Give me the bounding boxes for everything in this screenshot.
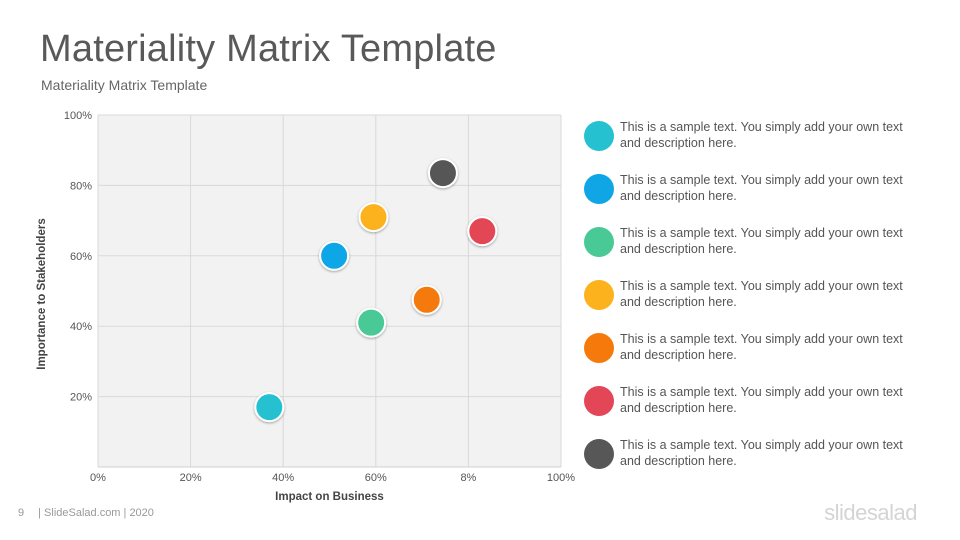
legend-text: This is a sample text. You simply add yo…	[620, 173, 903, 203]
legend-text: This is a sample text. You simply add yo…	[620, 120, 903, 150]
data-point	[427, 158, 458, 189]
legend-text: This is a sample text. You simply add yo…	[620, 438, 903, 468]
data-point	[254, 392, 285, 423]
brand-logo: slidesalad	[824, 500, 917, 525]
x-axis-title: Impact on Business	[275, 491, 384, 503]
legend-dot	[584, 121, 614, 151]
slide-title: Materiality Matrix Template	[40, 28, 497, 70]
legend-item: This is a sample text. You simply add yo…	[584, 276, 914, 329]
x-tick-label: 100%	[547, 472, 575, 484]
grid-lines	[97, 114, 562, 468]
legend-item: This is a sample text. You simply add yo…	[584, 329, 914, 382]
x-tick-label: 60%	[365, 472, 387, 484]
legend-item: This is a sample text. You simply add yo…	[584, 170, 914, 223]
y-axis-title: Importance to Stakeholders	[36, 218, 48, 369]
footer: 9 | SlideSalad.com | 2020	[18, 507, 154, 519]
legend: This is a sample text. You simply add yo…	[584, 117, 914, 488]
y-tick-label: 60%	[70, 251, 92, 263]
legend-dot	[584, 333, 614, 363]
y-tick-label: 80%	[70, 180, 92, 192]
x-tick-label: 40%	[272, 472, 294, 484]
data-point	[356, 307, 387, 338]
legend-dot	[584, 174, 614, 204]
y-tick-label: 100%	[64, 110, 92, 122]
footer-text: | SlideSalad.com | 2020	[38, 507, 154, 519]
plot-area	[98, 115, 561, 467]
x-tick-label: 8%	[460, 472, 476, 484]
axis-ticks: 0% 20% 40% 60% 8% 100% 20% 40% 60% 80% 100%	[64, 110, 575, 484]
y-tick-label: 40%	[70, 321, 92, 333]
legend-text: This is a sample text. You simply add yo…	[620, 385, 903, 415]
legend-dot	[584, 227, 614, 257]
legend-item: This is a sample text. You simply add yo…	[584, 382, 914, 435]
data-point	[358, 202, 389, 233]
data-point	[411, 284, 442, 315]
y-tick-label: 20%	[70, 392, 92, 404]
x-tick-label: 20%	[180, 472, 202, 484]
legend-item: This is a sample text. You simply add yo…	[584, 435, 914, 488]
legend-item: This is a sample text. You simply add yo…	[584, 223, 914, 276]
data-point	[319, 240, 350, 271]
legend-dot	[584, 280, 614, 310]
legend-item: This is a sample text. You simply add yo…	[584, 117, 914, 170]
legend-text: This is a sample text. You simply add yo…	[620, 226, 903, 256]
data-point	[467, 216, 498, 247]
data-points	[254, 158, 498, 423]
legend-text: This is a sample text. You simply add yo…	[620, 279, 903, 309]
x-tick-label: 0%	[90, 472, 106, 484]
page-number: 9	[18, 507, 25, 519]
legend-dot	[584, 386, 614, 416]
legend-dot	[584, 439, 614, 469]
legend-text: This is a sample text. You simply add yo…	[620, 332, 903, 362]
slide-subtitle: Materiality Matrix Template	[41, 77, 208, 93]
